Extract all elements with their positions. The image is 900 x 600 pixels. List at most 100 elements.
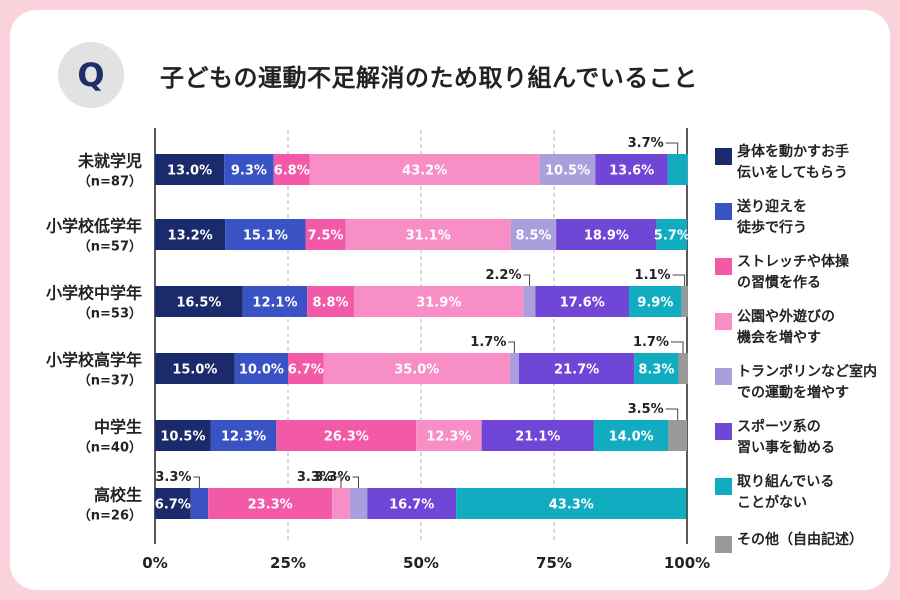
data-label-callout: 3.3% [297, 470, 333, 485]
bar-segment [276, 420, 417, 451]
data-label: 5.7% [654, 229, 690, 244]
bar-segment [629, 286, 682, 317]
legend-label: 公園や外遊びの 機会を増やす [737, 309, 835, 346]
bar-segment [225, 219, 306, 250]
x-tick-label: 25% [270, 554, 306, 572]
bar-segment [155, 219, 226, 250]
legend-swatch [715, 148, 732, 165]
legend-label: 身体を動かすお手 伝いをしてもらう [737, 144, 849, 181]
data-label: 13.0% [167, 164, 212, 179]
bar-segment [349, 488, 368, 519]
category-label: 小学校低学年 [46, 217, 142, 236]
category-n-label: （n=40） [78, 440, 142, 456]
callout-line [334, 476, 342, 488]
data-label: 31.1% [406, 229, 451, 244]
bar-segment [155, 488, 191, 519]
data-label: 8.8% [313, 296, 349, 311]
callout-line [665, 142, 679, 154]
data-label-callout: 1.7% [633, 335, 669, 350]
data-label-callout: 1.1% [635, 268, 671, 283]
bar-segment [509, 353, 519, 384]
bar-segment [210, 420, 277, 451]
data-label: 15.1% [243, 229, 288, 244]
legend-swatch [715, 423, 732, 440]
data-label: 7.5% [307, 229, 343, 244]
bar-segment [155, 420, 211, 451]
data-label: 6.8% [274, 164, 310, 179]
bar-segment [242, 286, 308, 317]
data-label: 13.2% [168, 229, 213, 244]
bar-segment [208, 488, 333, 519]
data-label: 8.3% [638, 363, 674, 378]
bar-segment [353, 286, 524, 317]
category-n-label: （n=57） [78, 239, 142, 255]
bar-segment [367, 488, 457, 519]
callout-line [193, 476, 200, 488]
legend-label: トランポリンなど室内 での運動を増やす [737, 364, 877, 401]
callout-line [672, 274, 686, 286]
data-label: 10.5% [545, 164, 590, 179]
data-label: 14.0% [609, 430, 654, 445]
x-tick-label: 75% [536, 554, 572, 572]
callout-line [352, 476, 359, 488]
data-label: 43.3% [549, 498, 594, 513]
data-label: 35.0% [394, 363, 439, 378]
category-label: 小学校中学年 [46, 284, 142, 303]
bar-segment [288, 353, 324, 384]
data-label: 43.2% [402, 164, 447, 179]
data-label: 12.1% [252, 296, 297, 311]
data-label-callout: 3.7% [628, 136, 664, 151]
bar-segment [481, 420, 594, 451]
bar-segment [510, 219, 557, 250]
bar-segment [309, 154, 540, 185]
data-label: 21.1% [515, 430, 560, 445]
data-label: 12.3% [426, 430, 471, 445]
bar-segment [155, 353, 235, 384]
bar-segment [155, 154, 225, 185]
data-label-callout: 3.5% [628, 402, 664, 417]
bar-segment [416, 420, 482, 451]
callout-line [671, 341, 684, 353]
legend-label: その他（自由記述） [737, 532, 863, 548]
bar-segment [667, 154, 688, 185]
data-label: 16.7% [389, 498, 434, 513]
bar-segment [273, 154, 310, 185]
legend-swatch [715, 258, 732, 275]
legend-swatch [715, 313, 732, 330]
bar-segment [668, 420, 687, 451]
bar-segment [539, 154, 596, 185]
category-n-label: （n=87） [78, 174, 142, 190]
bar-segment [593, 420, 669, 451]
bar-segment [656, 219, 687, 250]
data-label: 23.3% [248, 498, 293, 513]
data-label-callout: 2.2% [485, 268, 521, 283]
legend-swatch [715, 368, 732, 385]
bar-segment [595, 154, 668, 185]
category-label: 中学生 [94, 418, 142, 437]
legend-label: ストレッチや体操 の習慣を作る [737, 254, 849, 291]
callout-line [523, 274, 531, 286]
data-label: 6.7% [155, 498, 191, 513]
legend-label: スポーツ系の 習い事を勧める [737, 419, 835, 456]
bar-segment [307, 286, 354, 317]
category-label: 未就学児 [77, 152, 142, 171]
legend-label: 取り組んでいる ことがない [737, 474, 835, 511]
bar-segment [332, 488, 350, 519]
bar-segment [224, 154, 274, 185]
bar-segment [678, 353, 688, 384]
bar-segment [681, 286, 688, 317]
bar-segment [456, 488, 687, 519]
data-label: 13.6% [609, 164, 654, 179]
bar-segment [190, 488, 209, 519]
bar-segment [234, 353, 288, 384]
data-label: 9.3% [231, 164, 267, 179]
data-label: 31.9% [416, 296, 461, 311]
data-label: 9.9% [637, 296, 673, 311]
data-label: 15.0% [172, 363, 217, 378]
bar-segment [323, 353, 510, 384]
question-badge: Q [58, 42, 124, 108]
legend-swatch [715, 536, 732, 553]
x-tick-label: 50% [403, 554, 439, 572]
category-n-label: （n=37） [78, 373, 142, 389]
